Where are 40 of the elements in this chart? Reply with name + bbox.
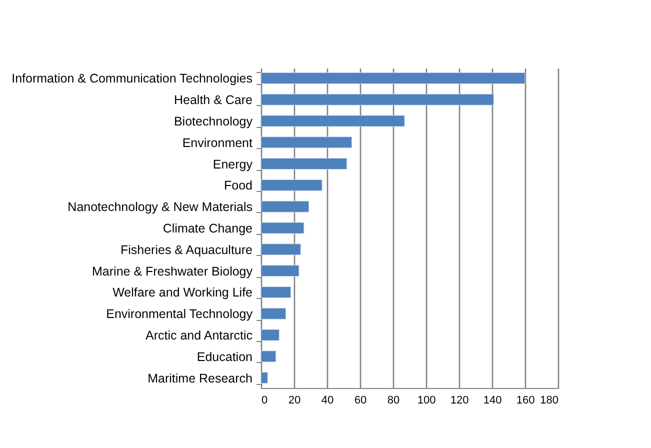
y-tick-label: Fisheries & Aquaculture: [120, 242, 253, 257]
y-tick-label: Marine & Freshwater Biology: [92, 264, 254, 278]
y-tick-label: Maritime Research: [148, 371, 253, 386]
y-tick-label: Environment: [182, 136, 254, 150]
x-tick-label: 140: [483, 394, 502, 406]
bar: [260, 94, 494, 106]
bar: [260, 329, 280, 341]
bar: [260, 115, 405, 127]
y-tick-label: Welfare and Working Life: [112, 286, 253, 300]
x-tick-label: 0: [262, 394, 268, 406]
bar: [260, 222, 304, 234]
x-tick-label: 80: [387, 394, 400, 406]
x-tick-label: 60: [354, 394, 367, 406]
bar: [260, 350, 276, 362]
y-tick-label: Information & Communication Technologies: [12, 72, 252, 86]
x-tick-label: 120: [450, 394, 469, 406]
x-tick-label: 40: [321, 394, 334, 406]
y-tick-label: Energy: [212, 157, 254, 172]
bar: [260, 286, 291, 298]
y-tick-label: Climate Change: [162, 222, 253, 236]
bar: [260, 136, 352, 148]
y-tick-label: Education: [196, 350, 253, 364]
x-tick-label: 180: [540, 394, 558, 406]
x-tick-label: 160: [516, 394, 535, 406]
bar: [260, 265, 300, 277]
bar: [260, 72, 526, 84]
bar: [260, 244, 301, 256]
bar: [260, 158, 348, 170]
bar: [260, 308, 286, 320]
y-tick-label: Health & Care: [174, 93, 253, 108]
bar: [260, 372, 268, 384]
y-tick-label: Food: [224, 178, 253, 193]
x-tick-label: 20: [288, 394, 301, 406]
y-tick-label: Nanotechnology & New Materials: [68, 200, 252, 214]
x-tick-label: 100: [417, 394, 436, 406]
y-tick-label: Arctic and Antarctic: [146, 328, 252, 343]
y-tick-label: Environmental Technology: [106, 307, 254, 322]
bar: [260, 179, 322, 191]
bar: [260, 200, 310, 212]
y-tick-label: Biotechnology: [174, 114, 254, 128]
